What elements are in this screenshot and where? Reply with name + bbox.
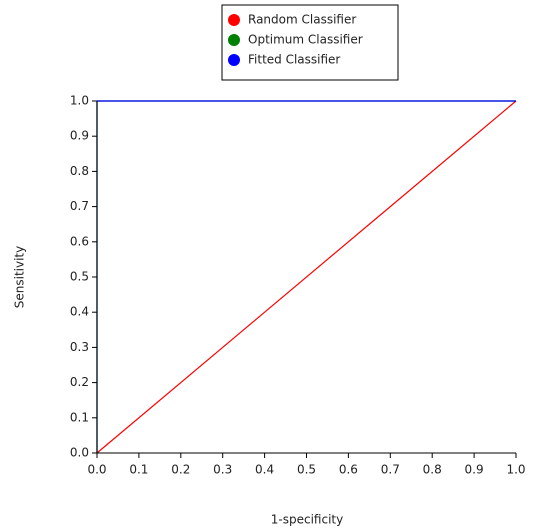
x-tick-label: 0.4: [255, 463, 274, 477]
x-tick-label: 1.0: [506, 463, 525, 477]
x-axis-label: 1-specificity: [271, 513, 343, 527]
x-tick-label: 0.8: [423, 463, 442, 477]
x-tick-label: 0.0: [87, 463, 106, 477]
y-tick-label: 1.0: [70, 94, 89, 108]
y-tick-label: 0.0: [70, 446, 89, 460]
legend-box: [221, 4, 399, 81]
legend-label: Optimum Classifier: [248, 33, 363, 47]
x-tick-label: 0.3: [213, 463, 232, 477]
x-tick-label: 0.5: [297, 463, 316, 477]
y-tick-label: 0.1: [70, 410, 89, 424]
x-tick-label: 0.2: [171, 463, 190, 477]
y-tick-label: 0.7: [70, 199, 89, 213]
x-tick-label: 0.1: [129, 463, 148, 477]
x-tick-label: 0.6: [339, 463, 358, 477]
y-tick-label: 0.5: [70, 270, 89, 284]
y-tick-label: 0.6: [70, 234, 89, 248]
legend-marker: [228, 14, 240, 26]
legend-marker: [228, 34, 240, 46]
x-tick-label: 0.7: [381, 463, 400, 477]
x-tick-label: 0.9: [465, 463, 484, 477]
legend-label: Fitted Classifier: [248, 53, 340, 67]
y-tick-label: 0.2: [70, 375, 89, 389]
y-tick-label: 0.3: [70, 340, 89, 354]
series-line: [96, 100, 517, 454]
y-tick-label: 0.4: [70, 305, 89, 319]
y-axis-label: Sensitivity: [13, 246, 27, 308]
y-tick-label: 0.9: [70, 129, 89, 143]
y-tick-label: 0.8: [70, 164, 89, 178]
legend-label: Random Classifier: [248, 13, 356, 27]
legend-marker: [228, 54, 240, 66]
